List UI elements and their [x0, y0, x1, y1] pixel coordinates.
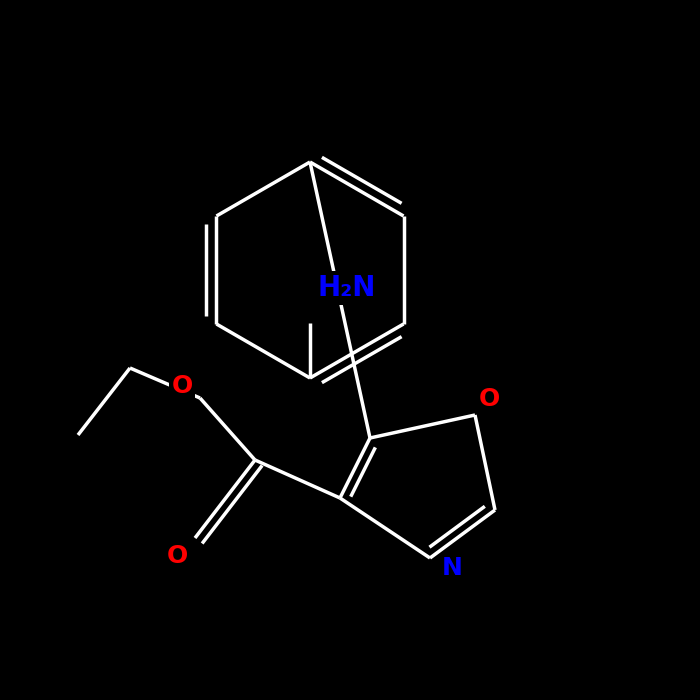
Text: O: O: [478, 387, 500, 411]
Text: N: N: [442, 556, 463, 580]
Text: O: O: [172, 374, 193, 398]
Text: H₂N: H₂N: [318, 274, 377, 302]
Text: O: O: [167, 544, 188, 568]
